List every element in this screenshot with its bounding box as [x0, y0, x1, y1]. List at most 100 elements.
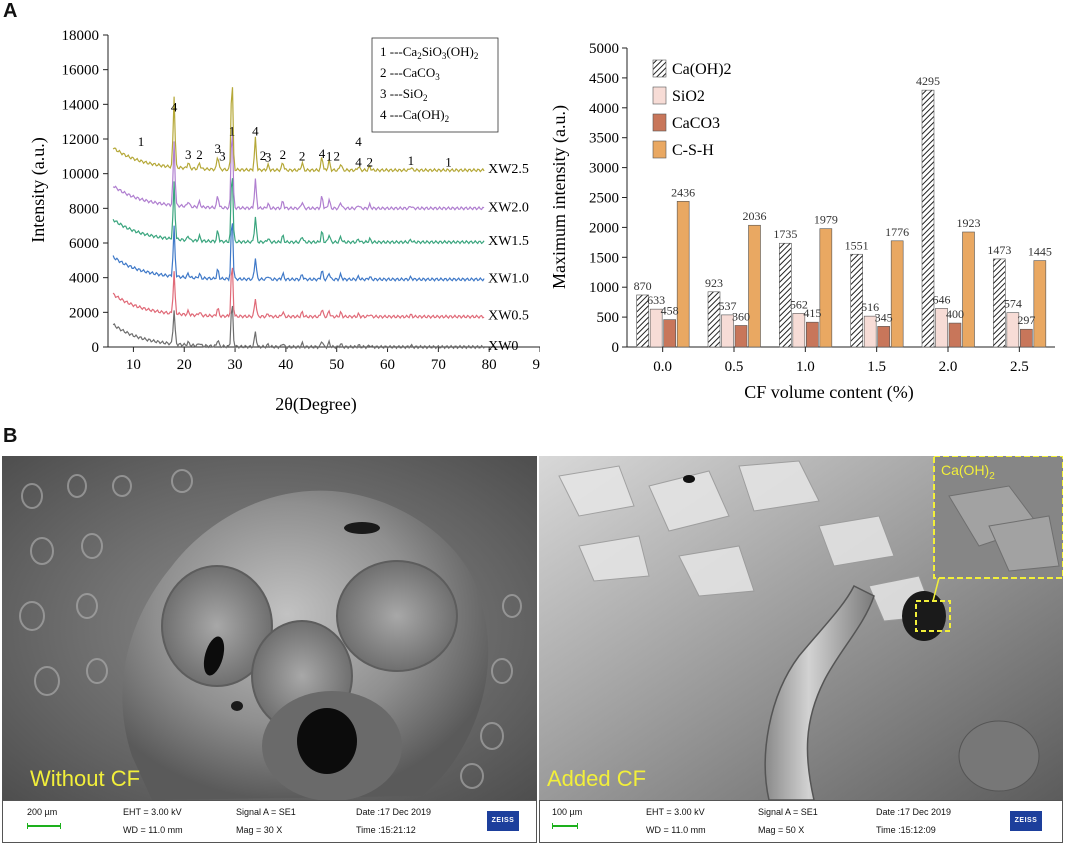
bar-x-tick-label: 0.0: [653, 359, 672, 375]
xrd-peak-label: 2: [299, 149, 306, 164]
bar-sio2: [649, 308, 663, 348]
xrd-peak-label: 3: [185, 147, 192, 162]
xrd-y-tick-label: 12000: [62, 132, 100, 148]
xrd-series-line: [112, 178, 485, 245]
xrd-x-tick-label: 80: [482, 357, 497, 373]
bar-c-s-h: [890, 240, 904, 348]
xrd-chart: 10 20 30 40 50 60 70 80 90 0 2000 4000 6000 8000 10000…: [28, 28, 540, 415]
xrd-x-tick-label: 20: [177, 357, 192, 373]
bar-data-label: 297: [1017, 313, 1035, 327]
bar-y-tick-label: 2000: [589, 220, 619, 236]
sem-info-bar-left: 200 µm EHT = 3.00 kV WD = 11.0 mm Signal…: [2, 800, 537, 843]
bar-x-axis-label: CF volume content (%): [744, 382, 913, 403]
sem-micrograph-right: [539, 456, 1063, 800]
xrd-y-tick-label: 18000: [62, 28, 100, 44]
time-right: Time :15:12:09: [876, 825, 936, 835]
bar-data-label: 1445: [1028, 245, 1052, 259]
xrd-y-tick-label: 4000: [69, 271, 99, 287]
bar-data-label: 633: [647, 293, 665, 307]
bar-caco3: [734, 325, 748, 348]
bar-ca-oh-2: [636, 294, 649, 348]
bar-caco3: [1020, 328, 1033, 348]
xrd-peak-label: 4: [355, 155, 362, 170]
xrd-series-line: [112, 223, 485, 282]
bar-data-label: 458: [661, 304, 679, 318]
xrd-peak-label: 2: [366, 155, 373, 170]
xrd-x-tick-label: 30: [228, 357, 243, 373]
sem-image-without-cf: Without CF: [2, 456, 537, 800]
bar-data-label: 345: [875, 310, 893, 324]
date-right: Date :17 Dec 2019: [876, 807, 952, 817]
wd-left: WD = 11.0 mm: [123, 825, 183, 835]
bar-c-s-h: [1033, 260, 1047, 348]
sem-caption-without-cf: Without CF: [30, 766, 141, 791]
xrd-y-tick-label: 8000: [69, 201, 99, 217]
bar-data-label: 923: [705, 276, 723, 290]
xrd-y-axis-label: Intensity (a.u.): [28, 137, 49, 242]
bar-legend: Ca(OH)2 SiO2 CaCO3 C-S-H: [652, 59, 732, 159]
bar-x-tick-label: 0.5: [725, 359, 744, 375]
scale-label-right: 100 µm: [552, 807, 583, 817]
scale-bar-left: [27, 823, 61, 829]
xrd-series-line: [112, 87, 485, 173]
bar-caco3: [806, 321, 819, 348]
mag-left: Mag = 30 X: [236, 825, 283, 835]
xrd-series-label: XW0.5: [488, 309, 529, 324]
inset-label-main: Ca(OH): [941, 462, 990, 478]
xrd-series-label: XW1.0: [488, 271, 529, 286]
bar-y-tick-label: 1500: [589, 250, 619, 266]
bar-sio2: [792, 313, 806, 348]
time-left: Time :15:21:12: [356, 825, 416, 835]
date-left: Date :17 Dec 2019: [356, 807, 432, 817]
bar-x-tick-label: 1.5: [867, 359, 886, 375]
xrd-y-tick-label: 14000: [62, 97, 100, 113]
bar-data-label: 360: [732, 309, 750, 323]
bar-sio2: [863, 315, 877, 348]
bar-ca-oh-2: [850, 253, 863, 348]
bar-legend-label: Ca(OH)2: [672, 61, 732, 78]
bar-sio2: [1006, 312, 1020, 348]
sem-info-bar-right: 100 µm EHT = 3.00 kV WD = 11.0 mm Signal…: [539, 800, 1063, 843]
xrd-series-line: [112, 135, 485, 211]
bar-ca-oh-2: [779, 242, 792, 348]
xrd-x-tick-label: 70: [431, 357, 446, 373]
xrd-x-tick-label: 60: [380, 357, 395, 373]
bar-data-label: 400: [946, 307, 964, 321]
sem-image-added-cf: Ca(OH)2 Added CF: [539, 456, 1063, 800]
bar-y-tick-label: 4000: [589, 101, 619, 117]
bar-caco3: [948, 322, 962, 348]
xrd-series-line: [112, 267, 485, 320]
xrd-peak-label: 4: [171, 99, 178, 114]
panel-b-label: B: [3, 425, 18, 447]
xrd-y-tick-label: 6000: [69, 236, 99, 252]
eht-right: EHT = 3.00 kV: [646, 807, 705, 817]
bar-sio2: [721, 314, 734, 348]
bar-data-label: 4295: [916, 74, 940, 88]
bar-y-tick-label: 2500: [589, 191, 619, 207]
bar-data-label: 2436: [671, 185, 695, 199]
signal-right: Signal A = SE1: [758, 807, 818, 817]
xrd-peak-label: 1: [408, 153, 415, 168]
xrd-legend-entry: 4 ---Ca(OH)2: [380, 107, 449, 124]
xrd-peak-label: 1: [138, 134, 145, 149]
bar-data-label: 1776: [885, 225, 909, 239]
xrd-peak-label: 4: [355, 134, 362, 149]
bar-data-label: 646: [933, 292, 951, 306]
xrd-peak-label: 2: [260, 148, 267, 163]
xrd-peak-label: 4: [252, 124, 259, 139]
bar-legend-label: CaCO3: [672, 115, 720, 132]
bar-chart: 0 500 1000 1500 2000 2500 3000 3500 4000 4500 5000…: [549, 41, 1055, 403]
xrd-x-tick-label: 10: [126, 357, 141, 373]
bar-legend-swatch: [652, 59, 667, 78]
bar-ca-oh-2: [921, 89, 935, 348]
bar-x-tick-label: 2.5: [1010, 359, 1029, 375]
xrd-series-label: XW2.0: [488, 200, 529, 215]
scale-bar-right: [552, 823, 578, 829]
bar-data-label: 516: [861, 300, 879, 314]
bar-data-label: 537: [719, 299, 737, 313]
bar-caco3: [663, 319, 676, 348]
sem-caption-added-cf: Added CF: [547, 766, 647, 791]
bar-data-label: 1923: [957, 216, 981, 230]
bar-sio2: [935, 308, 948, 348]
xrd-legend-entry: 1 ---Ca2SiO3(OH)2: [380, 44, 478, 61]
